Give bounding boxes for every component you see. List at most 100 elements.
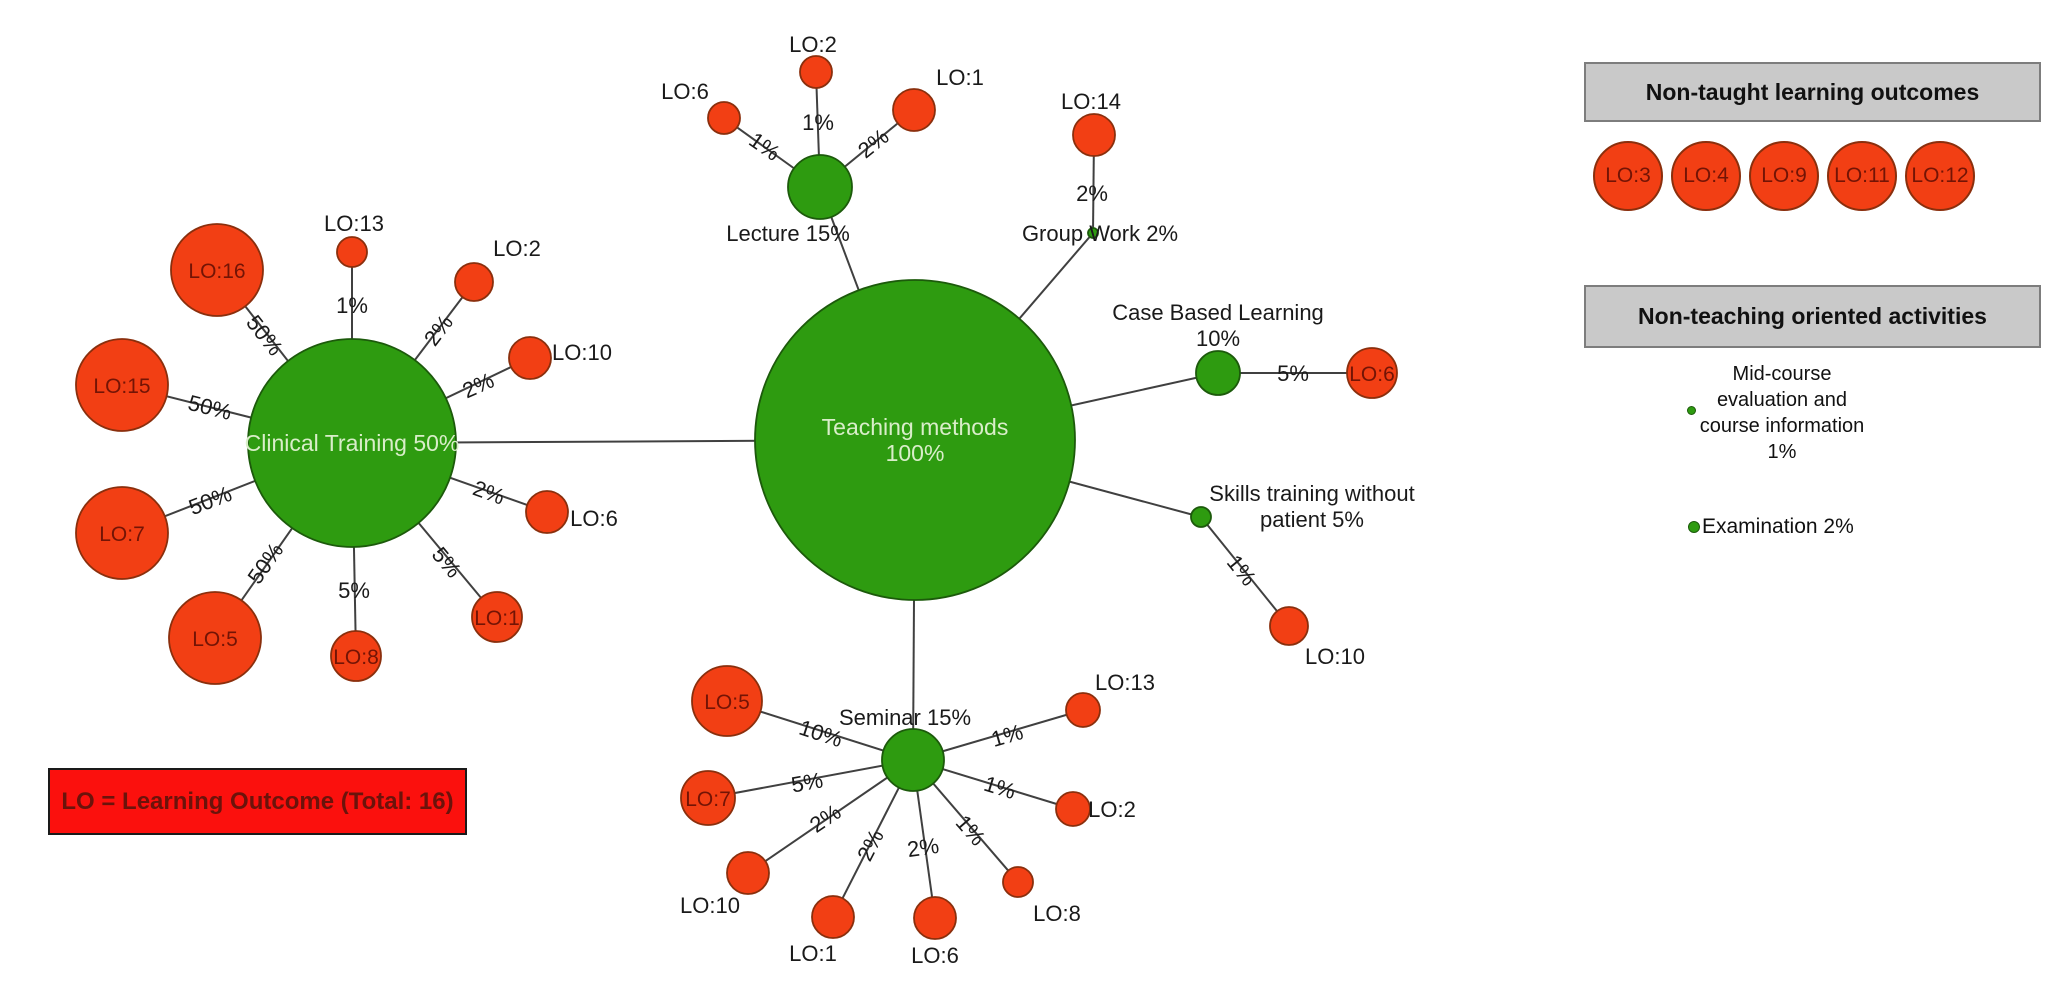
- node-gw-lo14: [1072, 113, 1116, 157]
- node-sem-lo8: [1002, 866, 1034, 898]
- node-sem-lo7: [680, 770, 736, 826]
- edge-label-lecture-lec-lo1: 2%: [853, 124, 893, 163]
- node-cl-lo5: [168, 591, 262, 685]
- lo9-circle: LO:9: [1749, 141, 1819, 211]
- label-lecture: Lecture 15%: [726, 221, 850, 246]
- label-groupwork: Group Work 2%: [1022, 221, 1178, 246]
- label-sem-lo8: LO:8: [1033, 901, 1081, 926]
- edge-label-lecture-lec-lo6: 1%: [745, 127, 785, 166]
- edge-skills-sk-lo10: [1200, 516, 1290, 627]
- node-sem-lo10: [726, 851, 770, 895]
- label-sem-lo6: LO:6: [911, 943, 959, 968]
- edge-label-seminar-sem-lo2: 1%: [981, 771, 1019, 804]
- node-sem-lo6: [913, 896, 957, 940]
- examination-dot: [1688, 521, 1700, 533]
- edge-label-lecture-lec-lo2: 1%: [802, 110, 834, 135]
- examination-label: Examination 2%: [1702, 515, 1854, 538]
- node-sk-lo10: [1269, 606, 1309, 646]
- edge-label-clinical-cl-lo2: 2%: [419, 310, 458, 350]
- midcourse-dot: [1687, 406, 1696, 415]
- edge-seminar-sem-lo7: [707, 759, 914, 799]
- label-cl-lo16: LO:16: [188, 260, 245, 283]
- non-teaching-header: Non-teaching oriented activities: [1584, 285, 2041, 348]
- edge-label-clinical-cl-lo7: 50%: [185, 481, 235, 520]
- node-cl-lo8: [330, 630, 382, 682]
- lo12-label: LO:12: [1911, 164, 1969, 187]
- node-groupwork: [1087, 227, 1099, 239]
- label-cbl: Case Based Learning 10%: [1112, 300, 1324, 351]
- lo3-label: LO:3: [1605, 164, 1651, 187]
- node-cl-lo13: [336, 236, 368, 268]
- node-clinical: [247, 338, 457, 548]
- edge-label-seminar-sem-lo6: 2%: [906, 833, 941, 862]
- lo4-circle: LO:4: [1671, 141, 1741, 211]
- edge-label-clinical-cl-lo13: 1%: [336, 293, 368, 318]
- label-seminar: Seminar 15%: [839, 705, 971, 730]
- node-sem-lo5: [691, 665, 763, 737]
- edge-label-clinical-cl-lo10: 2%: [459, 368, 498, 404]
- edge-label-groupwork-gw-lo14: 2%: [1076, 181, 1108, 206]
- non-teaching-title: Non-teaching oriented activities: [1638, 303, 1987, 329]
- node-cl-lo7: [75, 486, 169, 580]
- node-cl-lo16: [170, 223, 264, 317]
- edge-label-clinical-cl-lo6: 2%: [470, 475, 508, 509]
- node-lecture: [787, 154, 853, 220]
- label-sem-lo2: LO:2: [1088, 797, 1136, 822]
- non-taught-header: Non-taught learning outcomes: [1584, 62, 2041, 122]
- node-sem-lo2: [1055, 791, 1091, 827]
- label-cl-lo1: LO:1: [474, 607, 520, 630]
- node-cl-lo15: [75, 338, 169, 432]
- edge-label-clinical-cl-lo8: 5%: [338, 578, 370, 603]
- node-cbl: [1195, 350, 1241, 396]
- label-cl-lo6: LO:6: [570, 506, 618, 531]
- node-lec-lo2: [799, 55, 833, 89]
- label-sem-lo7: LO:7: [685, 788, 731, 811]
- label-sem-lo1: LO:1: [789, 941, 837, 966]
- label-cl-lo13: LO:13: [324, 211, 384, 236]
- label-cl-lo5: LO:5: [192, 628, 238, 651]
- node-cl-lo6: [525, 490, 569, 534]
- lo3-circle: LO:3: [1593, 141, 1663, 211]
- edge-label-seminar-sem-lo7: 5%: [789, 767, 825, 797]
- label-cl-lo15: LO:15: [93, 375, 150, 398]
- node-lec-lo1: [892, 88, 936, 132]
- midcourse-label: Mid-course evaluation and course informa…: [1699, 363, 1865, 463]
- label-cbl-lo6: LO:6: [1349, 363, 1395, 386]
- node-seminar: [881, 728, 945, 792]
- edge-label-clinical-cl-lo15: 50%: [185, 390, 234, 425]
- label-sem-lo5: LO:5: [704, 691, 750, 714]
- label-skills: Skills training without patient 5%: [1209, 481, 1414, 532]
- label-cl-lo10: LO:10: [552, 340, 612, 365]
- node-skills: [1190, 506, 1212, 528]
- label-cl-lo2: LO:2: [493, 236, 541, 261]
- edge-label-seminar-sem-lo1: 2%: [852, 825, 889, 865]
- examination-item: Examination 2%: [1688, 515, 1854, 539]
- node-teaching: [754, 279, 1076, 601]
- edge-seminar-sem-lo10: [747, 759, 914, 874]
- node-cbl-lo6: [1346, 347, 1398, 399]
- node-cl-lo1: [471, 591, 523, 643]
- edge-label-seminar-sem-lo10: 2%: [805, 799, 845, 838]
- lo11-circle: LO:11: [1827, 141, 1897, 211]
- non-taught-title: Non-taught learning outcomes: [1645, 78, 1980, 105]
- node-sem-lo13: [1065, 692, 1101, 728]
- label-cl-lo8: LO:8: [333, 646, 379, 669]
- label-lec-lo1: LO:1: [936, 65, 984, 90]
- label-lec-lo6: LO:6: [661, 79, 709, 104]
- legend-text: LO = Learning Outcome (Total: 16): [61, 787, 454, 815]
- label-sem-lo13: LO:13: [1095, 670, 1155, 695]
- edge-label-seminar-sem-lo13: 1%: [988, 719, 1025, 752]
- label-teaching: Teaching methods 100%: [822, 414, 1009, 466]
- label-sk-lo10: LO:10: [1305, 644, 1365, 669]
- label-sem-lo10: LO:10: [680, 893, 740, 918]
- lo4-label: LO:4: [1683, 164, 1729, 187]
- label-lec-lo2: LO:2: [789, 32, 837, 57]
- label-clinical: Clinical Training 50%: [245, 430, 460, 456]
- legend-box: LO = Learning Outcome (Total: 16): [48, 768, 467, 835]
- lo11-label: LO:11: [1834, 164, 1890, 187]
- node-sem-lo1: [811, 895, 855, 939]
- label-cl-lo7: LO:7: [99, 523, 145, 546]
- non-taught-circles: LO:3 LO:4 LO:9 LO:11 LO:12: [1593, 141, 1975, 211]
- node-cl-lo10: [508, 336, 552, 380]
